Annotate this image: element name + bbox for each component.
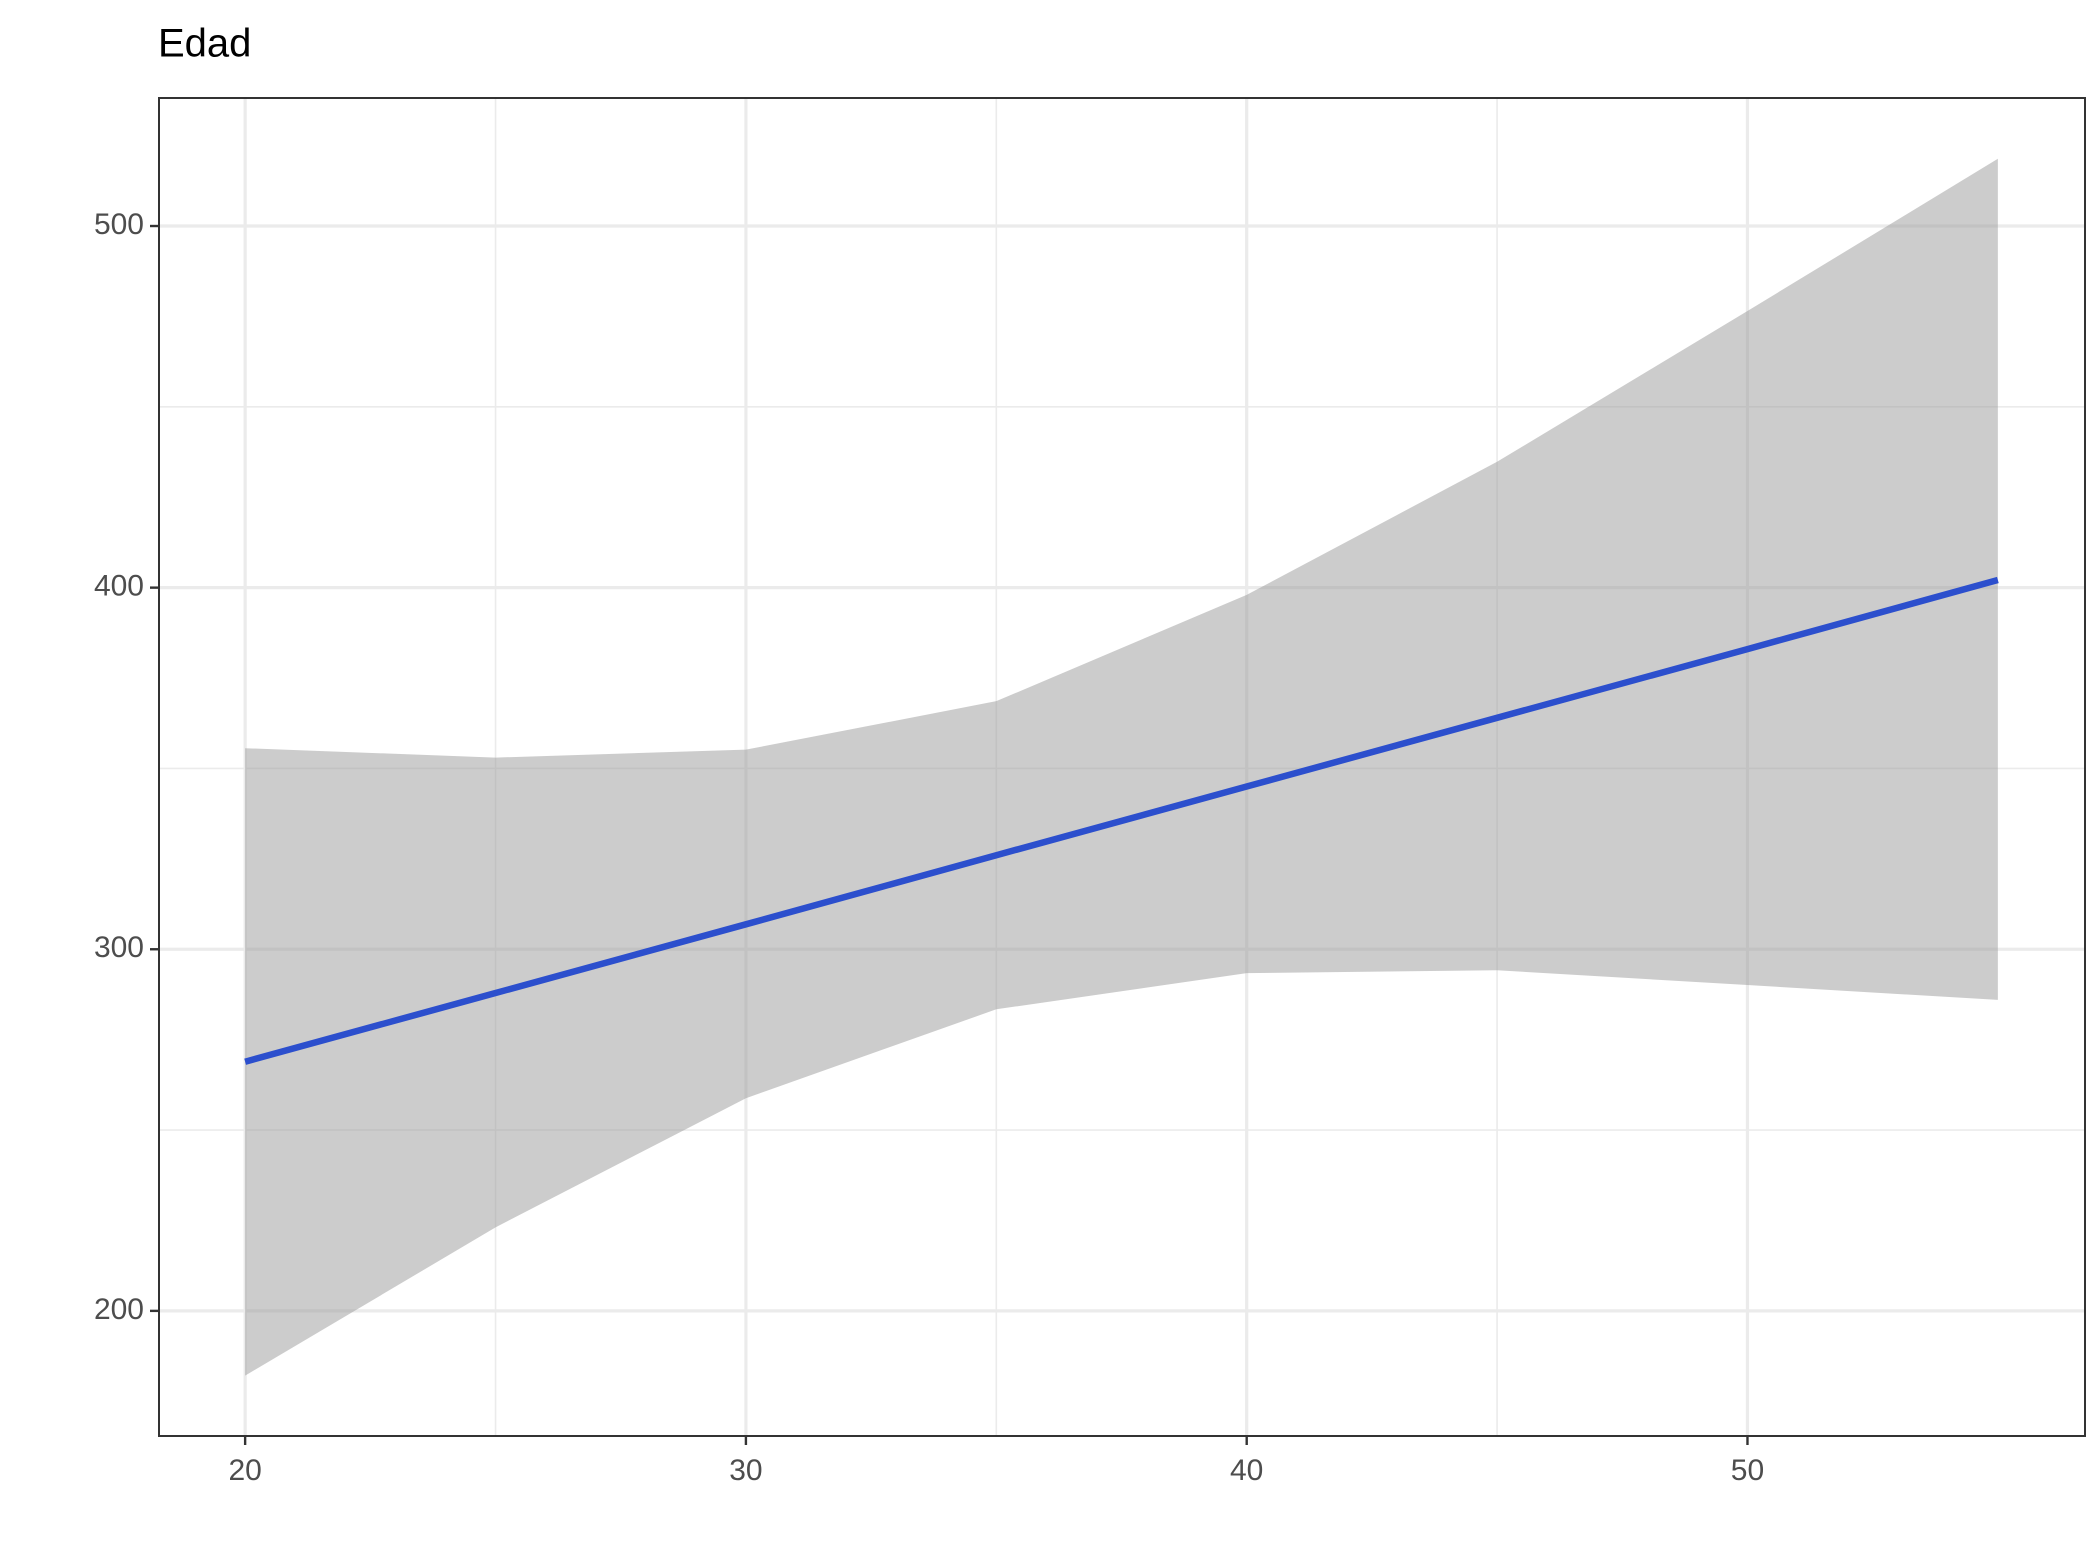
x-tick-label: 20: [228, 1454, 261, 1487]
y-tick-label: 300: [94, 931, 144, 964]
trend-line: [244, 576, 1999, 1065]
confidence-band: [245, 158, 1998, 1376]
x-tick-label: 40: [1230, 1454, 1263, 1487]
chart-title: Edad: [158, 22, 251, 66]
x-tick-label: 30: [729, 1454, 762, 1487]
y-tick-label: 500: [94, 208, 144, 241]
panel-border: [158, 97, 2086, 1437]
y-tick-label: 200: [94, 1293, 144, 1326]
x-tick-label: 50: [1731, 1454, 1764, 1487]
y-tick-label: 400: [94, 570, 144, 603]
